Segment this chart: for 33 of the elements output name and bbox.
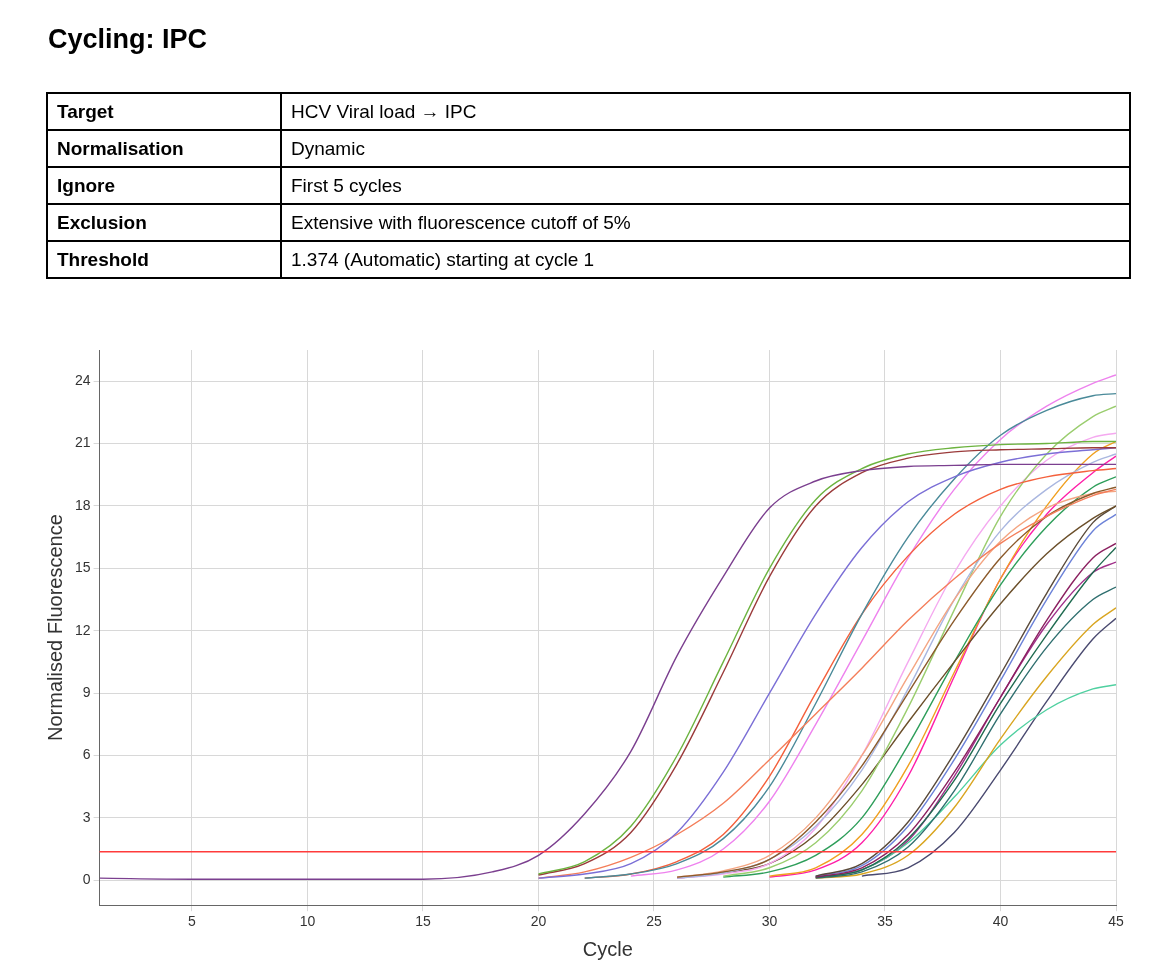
text: First 5 cycles xyxy=(281,167,1130,204)
y-tick-label: 15 xyxy=(74,559,91,576)
text: Exclusion xyxy=(47,204,281,241)
y-tick-label: 12 xyxy=(74,621,91,638)
text: HCV Viral load → IPC xyxy=(281,93,1130,130)
x-tick-label: 10 xyxy=(299,913,316,930)
x-tick-label: 35 xyxy=(877,913,893,930)
y-tick-label: 18 xyxy=(74,496,91,513)
x-tick-label: 20 xyxy=(530,913,547,930)
y-axis-title: Normalised Fluorescence xyxy=(43,514,66,741)
line-series xyxy=(861,617,1116,877)
text: Extensive with fluorescence cutoff of 5% xyxy=(281,204,1130,241)
y-tick-label: 24 xyxy=(74,372,91,389)
chart-title: Cycling: IPC xyxy=(48,24,208,55)
y-tick-label: 0 xyxy=(82,871,91,888)
y-tick-label: 6 xyxy=(82,746,91,763)
x-tick-label: 30 xyxy=(761,913,778,930)
x-tick-label: 5 xyxy=(188,913,197,930)
y-tick-label: 9 xyxy=(82,683,91,700)
x-axis-title: Cycle xyxy=(582,937,633,960)
text: 1.374 (Automatic) starting at cycle 1 xyxy=(281,241,1130,278)
x-tick-label: 15 xyxy=(415,913,431,930)
y-tick-label: 21 xyxy=(74,434,91,451)
text: Threshold xyxy=(47,241,281,278)
x-tick-label: 40 xyxy=(992,913,1009,930)
x-tick-label: 45 xyxy=(1108,913,1124,930)
line-series xyxy=(722,405,1116,877)
text: Dynamic xyxy=(281,130,1130,167)
text: Normalisation xyxy=(47,130,281,167)
text: Ignore xyxy=(47,167,281,204)
x-tick-label: 25 xyxy=(646,913,662,930)
y-tick-label: 3 xyxy=(82,808,91,825)
text: Target xyxy=(47,93,281,130)
